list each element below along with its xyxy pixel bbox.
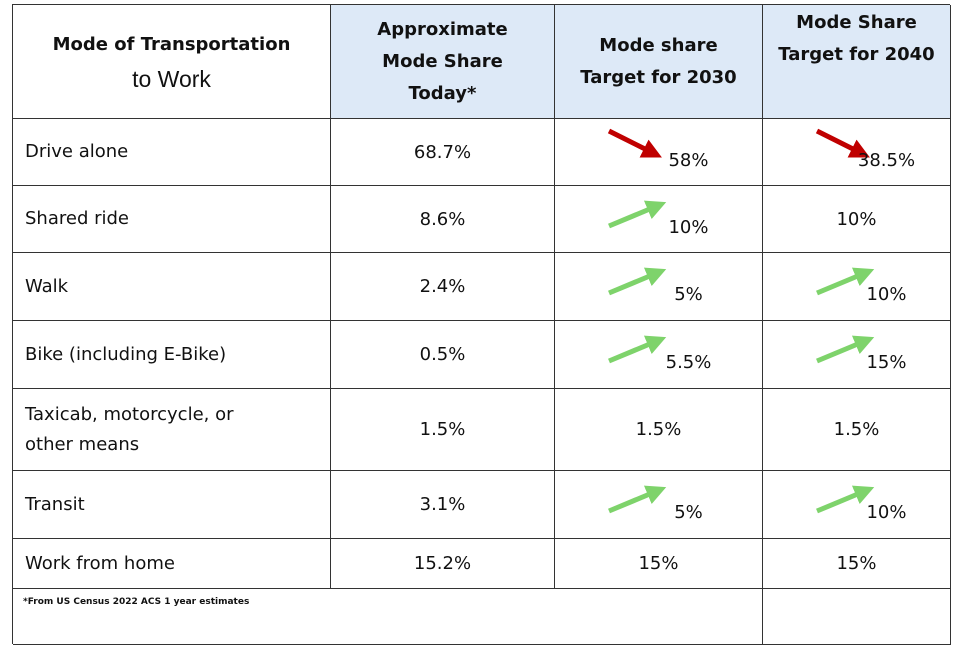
cell-text: 8.6% <box>419 208 466 230</box>
cell-text: 1.5% <box>635 419 682 440</box>
value-cell: 1.5% <box>555 389 763 471</box>
cell-text: 10% <box>866 284 907 305</box>
row-label-cell: Transit <box>13 471 331 539</box>
trend-arrow <box>816 335 875 364</box>
value-cell: 68.7% <box>331 119 555 186</box>
value-cell: 58% <box>555 119 763 186</box>
cell-text: 58% <box>668 149 709 171</box>
trend-arrow <box>816 485 875 514</box>
value-cell: 5% <box>555 253 763 321</box>
cell-text: 15% <box>866 352 907 373</box>
row-label-cell: Taxicab, motorcycle, or other means <box>13 389 331 471</box>
trend-arrow <box>608 200 667 229</box>
table: Mode of Transportation to Work Approxima… <box>12 4 951 645</box>
value-cell: 38.5% <box>763 119 951 186</box>
trend-arrow <box>608 267 667 296</box>
arrow-line <box>607 128 662 158</box>
header-text: Target for 2040 <box>778 44 935 65</box>
cell-text: Work from home <box>25 552 175 574</box>
header-text: Mode share <box>599 34 718 56</box>
cell-text: 38.5% <box>857 149 916 171</box>
header-text: Mode Share <box>382 50 503 72</box>
trend-arrow <box>816 267 875 296</box>
cell-text: Shared ride <box>25 208 129 229</box>
value-cell: 15.2% <box>331 539 555 589</box>
value-cell: 10% <box>763 253 951 321</box>
arrow-line <box>815 128 870 158</box>
cell-text: 15.2% <box>413 553 472 574</box>
value-cell: 10% <box>763 471 951 539</box>
cell-text: 2.4% <box>419 276 466 297</box>
cell-text: Walk <box>25 275 69 297</box>
empty-cell <box>763 589 951 645</box>
cell-text: 0.5% <box>419 344 466 365</box>
footnote: *From US Census 2022 ACS 1 year estimate… <box>13 589 763 645</box>
row-label-cell: Bike (including E-Bike) <box>13 321 331 389</box>
header-text: Mode of Transportation <box>52 33 291 55</box>
cell-text: 5% <box>674 502 703 523</box>
value-cell: 0.5% <box>331 321 555 389</box>
header-cell: Approximate Mode Share Today* <box>331 5 555 119</box>
cell-text: 68.7% <box>413 141 472 163</box>
trend-arrow <box>815 128 870 158</box>
trend-arrow <box>608 335 667 364</box>
row-label-cell: Work from home <box>13 539 331 589</box>
arrow-line <box>608 485 667 514</box>
arrow-line <box>608 200 667 229</box>
trend-arrow <box>607 128 662 158</box>
value-cell: 2.4% <box>331 253 555 321</box>
row-label-cell: Drive alone <box>13 119 331 186</box>
arrow-line <box>816 485 875 514</box>
header-text: Mode Share <box>796 12 917 33</box>
cell-text: Drive alone <box>25 141 129 162</box>
value-cell: 15% <box>555 539 763 589</box>
header-cell: Mode share Target for 2030 <box>555 5 763 119</box>
page: Mode of Transportation to Work Approxima… <box>12 4 951 645</box>
cell-text: 1.5% <box>833 419 880 440</box>
header-text: Target for 2030 <box>580 66 737 88</box>
value-cell: 10% <box>555 186 763 253</box>
cell-text: 5% <box>674 284 703 305</box>
cell-text: 15% <box>638 553 679 574</box>
value-cell: 15% <box>763 321 951 389</box>
header-text: Approximate <box>377 18 508 40</box>
cell-text: Bike (including E-Bike) <box>25 343 227 365</box>
trend-arrow <box>608 485 667 514</box>
arrow-line <box>608 335 667 364</box>
cell-text: 15% <box>836 553 877 574</box>
header-cell: Mode of Transportation to Work <box>13 5 331 119</box>
value-cell: 3.1% <box>331 471 555 539</box>
value-cell: 5% <box>555 471 763 539</box>
value-cell: 5.5% <box>555 321 763 389</box>
value-cell: 8.6% <box>331 186 555 253</box>
row-label-cell: Walk <box>13 253 331 321</box>
cell-text: Transit <box>25 493 85 515</box>
cell-text: 10% <box>836 208 877 230</box>
arrow-line <box>816 267 875 296</box>
value-cell: 1.5% <box>763 389 951 471</box>
cell-text: 5.5% <box>665 352 712 373</box>
cell-text: 3.1% <box>419 494 466 515</box>
value-cell: 15% <box>763 539 951 589</box>
row-label-cell: Shared ride <box>13 186 331 253</box>
cell-text: Taxicab, motorcycle, or other means <box>25 403 234 455</box>
arrow-line <box>608 267 667 296</box>
cell-text: 1.5% <box>419 419 466 440</box>
cell-text: 10% <box>668 216 709 238</box>
value-cell: 10% <box>763 186 951 253</box>
value-cell: 1.5% <box>331 389 555 471</box>
header-text: to Work <box>132 65 211 92</box>
header-cell: Mode Share Target for 2040 <box>763 5 951 119</box>
arrow-line <box>816 335 875 364</box>
cell-text: 10% <box>866 502 907 523</box>
header-text: Today* <box>408 82 477 104</box>
